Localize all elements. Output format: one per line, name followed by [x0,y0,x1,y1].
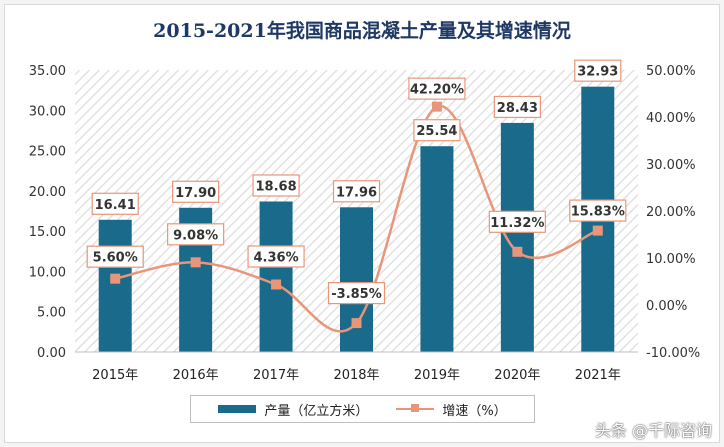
watermark-text: 头条 @千际咨询 [594,421,712,440]
y-right-tick-label: 30.00% [646,158,696,173]
y-left-tick-label: 5.00 [37,306,66,321]
growth-data-label-box [167,223,225,246]
growth-marker [512,246,523,257]
growth-marker [431,101,442,112]
bar-data-label-box [493,95,541,119]
bar-data-label-box [574,59,622,82]
y-right-tick-label: 50.00% [646,64,696,79]
growth-data-label-box [488,210,546,233]
growth-data-label: 4.36% [254,251,299,266]
y-left-tick-label: 20.00 [29,185,66,200]
bar-data-label: 25.54 [416,124,457,139]
y-right-tick-label: 40.00% [646,111,696,126]
growth-marker [351,318,362,329]
legend-line-swatch [396,404,435,412]
legend-item-production: 产量（亿立方米） [218,400,368,419]
y-left-tick-label: 10.00 [29,265,66,280]
bar-data-label-box [91,192,139,215]
y-left-tick-label: 15.00 [29,225,66,240]
bar-data-label: 16.41 [95,198,136,213]
y-right-tick-label: -10.00% [646,346,700,361]
legend: 产量（亿立方米） 增速（%） [190,395,535,423]
legend-label-production: 产量（亿立方米） [264,403,369,419]
bar-data-label: 17.96 [336,185,377,200]
bar-data-label-box [332,180,381,203]
growth-data-label-box [247,245,305,268]
growth-data-label: 9.08% [173,228,218,243]
bar-data-label-box [252,174,300,197]
bar-data-label-box [413,119,461,142]
growth-data-label: -3.85% [331,287,382,302]
legend-label-growth: 增速（%） [442,403,507,419]
legend-item-growth: 增速（%） [396,400,507,419]
growth-data-label-box [86,245,144,268]
y-right-tick-label: 0.00% [646,299,687,314]
bar-data-label: 17.90 [175,186,216,201]
bar-data-label: 28.43 [497,101,538,116]
y-left-tick-label: 30.00 [29,104,66,119]
growth-data-label-box [408,77,466,100]
bar-data-label-box [172,180,220,203]
growth-marker [190,257,201,268]
x-tick-label: 2017年 [253,368,299,383]
growth-data-label: 42.20% [410,83,464,98]
bar [98,219,132,352]
y-right-tick-label: 20.00% [646,205,696,220]
bar [420,146,454,352]
growth-data-label: 11.32% [490,216,544,231]
y-left-tick-label: 0.00 [37,346,66,361]
x-tick-label: 2015年 [92,368,138,383]
y-right-tick-label: 10.00% [646,252,696,267]
legend-bar-swatch [218,405,257,413]
x-tick-label: 2019年 [414,368,460,383]
chart-title: 2015-2021年我国商品混凝土产量及其增速情况 [153,20,571,42]
x-tick-label: 2018年 [333,368,379,383]
y-left-tick-label: 35.00 [29,64,66,79]
x-tick-label: 2016年 [173,368,219,383]
growth-data-label: 15.83% [571,205,625,220]
growth-data-label-box [569,199,627,222]
growth-data-label-box [327,281,386,305]
x-tick-label: 2020年 [494,368,540,383]
growth-marker [110,273,121,284]
growth-marker [271,279,282,290]
bar [259,201,293,352]
growth-marker [592,225,603,236]
bar-data-label: 18.68 [256,179,297,194]
bar-data-label: 32.93 [577,65,618,80]
y-left-tick-label: 25.00 [29,145,66,160]
x-tick-label: 2021年 [575,368,621,383]
growth-data-label: 5.60% [93,251,138,266]
